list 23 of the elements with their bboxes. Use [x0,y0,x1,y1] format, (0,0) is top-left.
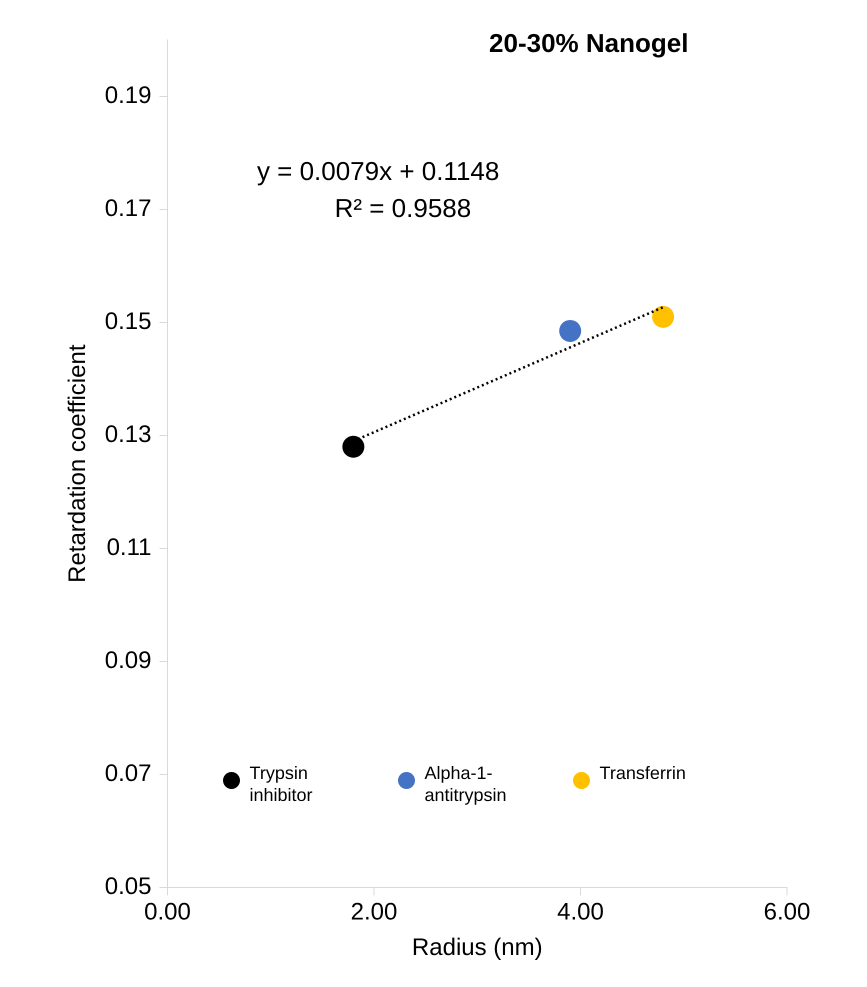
x-tick-label: 6.00 [764,898,810,926]
point [342,436,364,458]
y-tick-label: 0.07 [104,760,152,788]
x-axis-title: Radius (nm) [412,934,543,962]
legend-label: Transferrin [600,762,686,784]
point [652,306,674,328]
y-tick-label: 0.15 [104,308,152,336]
y-tick-label: 0.13 [104,421,152,448]
y-tick-label: 0.05 [104,873,152,900]
y-tick-label: 0.19 [104,82,152,110]
annotation: y = 0.0079x + 0.1148 [256,156,500,186]
y-tick-label: 0.11 [106,534,152,562]
point [559,320,582,342]
y-tick-label: 0.17 [104,195,152,222]
chart-title: 20-30% Nanogel [489,28,688,58]
y-tick-label: 0.09 [104,647,152,674]
y-axis-title: Retardation coefficient [64,344,92,583]
legend-label: Trypsin inhibitor [250,762,314,806]
x-tick-label: 4.00 [557,898,604,926]
annotation: R² = 0.9588 [334,193,472,224]
x-tick-label: 2.00 [350,898,398,926]
x-tick-label: 0.00 [144,898,191,926]
legend-label: Alpha-1-antitrypsin [424,762,508,806]
